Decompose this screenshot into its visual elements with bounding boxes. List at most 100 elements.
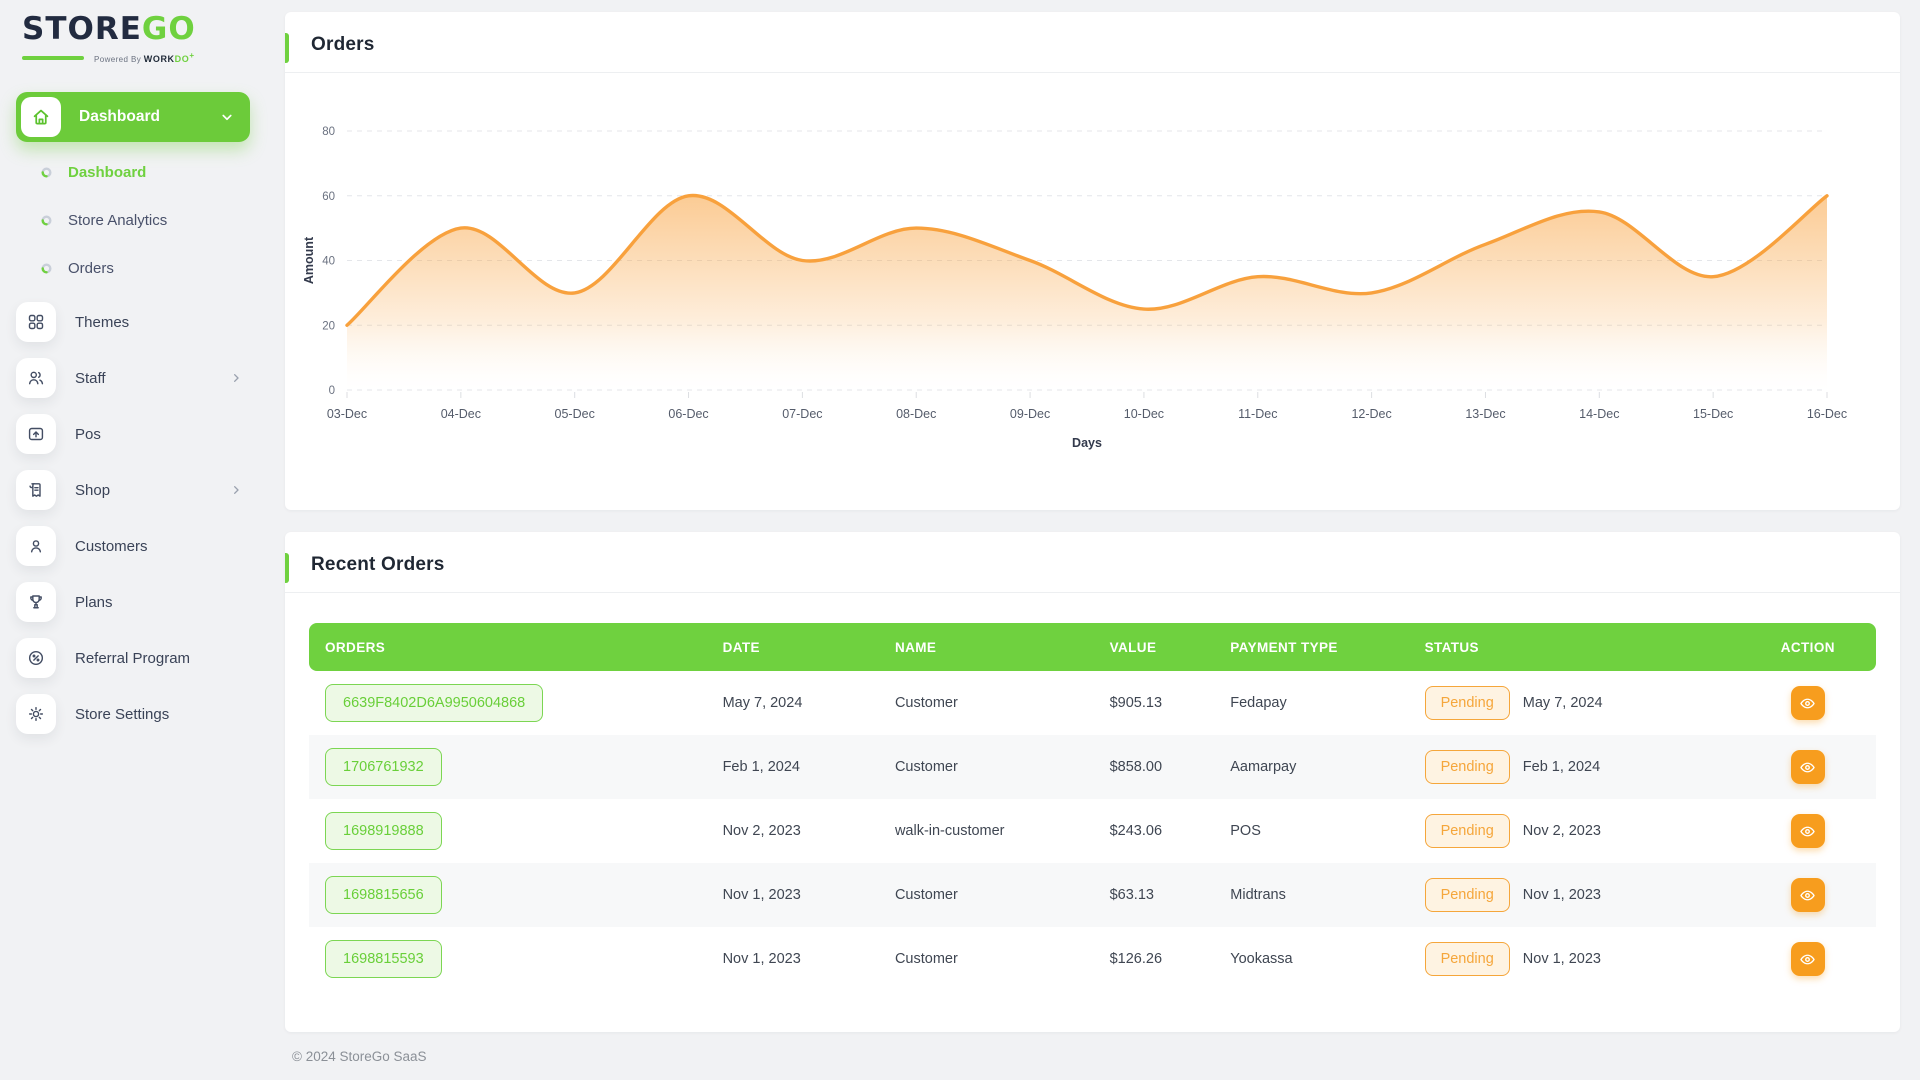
order-cell: 1698815656 (309, 863, 709, 927)
orders-card-header: Orders (285, 12, 1900, 72)
x-tick-label: 03-Dec (327, 407, 367, 421)
x-tick-label: 16-Dec (1807, 407, 1847, 421)
status-date: Nov 1, 2023 (1522, 951, 1601, 967)
sidebar-subitem-store-analytics[interactable]: Store Analytics (16, 196, 250, 244)
orders-area-chart[interactable]: 0 20 40 60 80 03-Dec 04-Dec 05-Dec 06-Dec 07-Dec 0… (299, 83, 1859, 463)
status-date: May 7, 2024 (1522, 695, 1603, 711)
order-name: Customer (894, 951, 958, 967)
status-badge: Pending (1424, 750, 1510, 784)
order-cell: Yookassa (1216, 927, 1410, 991)
order-cell: Pending Nov 1, 2023 (1411, 927, 1740, 991)
view-order-button[interactable] (1790, 686, 1825, 720)
order-id-badge[interactable]: 1706761932 (325, 748, 442, 786)
sidebar-item-store-settings[interactable]: Store Settings (16, 686, 250, 742)
order-payment-type: POS (1230, 823, 1261, 839)
sidebar-group-dashboard[interactable]: Dashboard (16, 92, 250, 142)
order-id-badge[interactable]: 1698919888 (325, 812, 442, 850)
card-accent-bar (285, 553, 289, 583)
chevron-right-icon (228, 482, 244, 498)
sidebar-item-referral-program[interactable]: Referral Program (16, 630, 250, 686)
view-order-button[interactable] (1790, 750, 1825, 784)
order-cell: Customer (881, 927, 1096, 991)
sidebar-subitem-label: Orders (68, 259, 114, 277)
sidebar-item-shop[interactable]: Shop (16, 462, 250, 518)
order-cell: Nov 1, 2023 (709, 927, 881, 991)
order-cell: $126.26 (1096, 927, 1217, 991)
brand-logo[interactable]: STOREGO Powered By WORKDO+ (16, 14, 250, 64)
settings-gear-icon (16, 694, 56, 734)
order-id-badge[interactable]: 1698815656 (325, 876, 442, 914)
order-cell: $63.13 (1096, 863, 1217, 927)
x-tick-label: 13-Dec (1465, 407, 1505, 421)
sidebar-item-customers[interactable]: Customers (16, 518, 250, 574)
view-order-button[interactable] (1790, 878, 1825, 912)
logo-text: STOREGO (22, 14, 250, 45)
status-badge: Pending (1424, 814, 1510, 848)
sidebar-item-label: Customers (75, 537, 148, 555)
logo-go-text: GO (141, 11, 196, 47)
chevron-right-icon (228, 370, 244, 386)
status-badge: Pending (1424, 942, 1510, 976)
recent-orders-table: ORDERS DATE NAME VALUE PAYMENT TYPE STATUS ACT… (309, 623, 1876, 991)
order-payment-type: Yookassa (1230, 951, 1293, 967)
sidebar-subitem-orders[interactable]: Orders (16, 244, 250, 292)
order-id-badge[interactable]: 1698815593 (325, 940, 442, 978)
order-id-badge[interactable]: 6639F8402D6A9950604868 (325, 684, 544, 722)
order-cell: $905.13 (1096, 671, 1217, 735)
order-cell: Midtrans (1216, 863, 1410, 927)
sidebar-item-themes[interactable]: Themes (16, 294, 250, 350)
orders-card-title: Orders (311, 34, 375, 55)
order-cell: Nov 1, 2023 (709, 863, 881, 927)
order-cell: POS (1216, 799, 1410, 863)
column-header-payment-type: PAYMENT TYPE (1216, 623, 1411, 671)
order-cell: Pending Nov 2, 2023 (1411, 799, 1740, 863)
view-order-button[interactable] (1790, 814, 1825, 848)
recent-orders-header: Recent Orders (285, 532, 1900, 592)
card-divider (285, 592, 1900, 593)
order-payment-type: Aamarpay (1230, 759, 1297, 775)
order-value: $243.06 (1109, 823, 1163, 839)
workdo-work: WORK (143, 54, 175, 64)
workdo-plus-mark: + (189, 51, 195, 60)
sidebar-subitem-label: Dashboard (68, 163, 147, 181)
order-name: Customer (894, 887, 958, 903)
powered-by-text: Powered By WORKDO+ (94, 51, 195, 64)
order-name: Customer (894, 759, 958, 775)
orders-chart-card: Orders 0 20 40 60 80 03-Dec 04-Dec 05-Dec 06-Dec… (285, 12, 1900, 510)
order-row: 1706761932 Feb 1, 2024 Customer $858.00 Aama… (309, 735, 1876, 799)
customers-person-icon (16, 526, 56, 566)
eye-icon (1799, 887, 1816, 904)
sidebar-item-label: Pos (75, 425, 101, 443)
main-content: Orders 0 20 40 60 80 03-Dec 04-Dec 05-Dec 06-Dec… (285, 12, 1900, 1064)
order-cell (1740, 735, 1876, 799)
status-date: Feb 1, 2024 (1522, 759, 1601, 775)
sidebar-item-label: Store Settings (75, 705, 170, 723)
order-cell: Feb 1, 2024 (709, 735, 881, 799)
sidebar-item-plans[interactable]: Plans (16, 574, 250, 630)
view-order-button[interactable] (1790, 942, 1825, 976)
sidebar-item-staff[interactable]: Staff (16, 350, 250, 406)
sidebar-item-pos[interactable]: Pos (16, 406, 250, 462)
order-cell: Nov 2, 2023 (709, 799, 881, 863)
bullet-icon (40, 166, 53, 179)
referral-percent-icon (16, 638, 56, 678)
sidebar: STOREGO Powered By WORKDO+ Dashboard Das… (0, 0, 266, 1080)
order-date: Nov 1, 2023 (722, 887, 801, 903)
area-fill (347, 195, 1827, 390)
sidebar-item-label: Plans (75, 593, 113, 611)
sidebar-subitem-dashboard[interactable]: Dashboard (16, 148, 250, 196)
order-payment-type: Fedapay (1230, 695, 1287, 711)
column-header-action: ACTION (1739, 623, 1876, 671)
column-header-orders: ORDERS (309, 623, 709, 671)
order-value: $905.13 (1109, 695, 1163, 711)
sidebar-item-label: Themes (75, 313, 130, 331)
order-cell: 1706761932 (309, 735, 709, 799)
chart-area: 0 20 40 60 80 03-Dec 04-Dec 05-Dec 06-Dec 07-Dec 0… (285, 73, 1900, 468)
y-tick-label: 40 (322, 256, 335, 268)
y-tick-label: 80 (322, 126, 335, 138)
y-axis-title: Amount (302, 236, 316, 284)
order-cell: Pending Nov 1, 2023 (1411, 863, 1740, 927)
home-icon (21, 97, 61, 137)
order-value: $63.13 (1109, 887, 1154, 903)
